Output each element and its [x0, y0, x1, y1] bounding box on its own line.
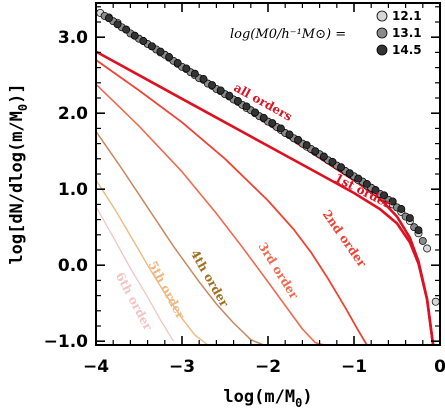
axis-ticks: −4 −3 −2 −1 0 −1.0 0.0 1.0 2.0 3.0 — [44, 3, 445, 377]
y-axis-label: log[dN/dlog(m/M0)] — [7, 83, 30, 264]
data-point-14.5 — [182, 64, 191, 73]
data-point-14.5 — [104, 14, 113, 23]
y-tick-label: −1.0 — [44, 332, 89, 352]
data-point-14.5 — [190, 69, 199, 78]
data-point-14.5 — [311, 147, 320, 156]
data-point-12.1 — [423, 244, 432, 253]
x-tick-label: −4 — [83, 357, 109, 377]
data-point-14.5 — [199, 75, 208, 83]
curve-label-1st-order: 1st order — [332, 171, 394, 212]
series-line-4th-order — [96, 130, 264, 345]
data-point-14.5 — [354, 174, 363, 183]
curve-label-4th-order: 4th order — [188, 247, 232, 310]
data-point-14.5 — [122, 25, 131, 34]
x-tick-label: −3 — [169, 357, 195, 377]
y-tick-label: 1.0 — [58, 180, 88, 200]
data-point-14.5 — [380, 191, 389, 200]
data-point-14.5 — [139, 37, 148, 45]
data-point-13.1 — [418, 236, 427, 245]
data-point-14.5 — [113, 20, 122, 29]
data-point-14.5 — [337, 163, 346, 172]
data-point-14.5 — [259, 113, 268, 122]
data-point-14.5 — [216, 86, 225, 95]
data-point-14.5 — [276, 124, 285, 133]
legend-label-12.1: 12.1 — [392, 9, 422, 23]
data-point-14.5 — [268, 119, 277, 128]
data-point-14.5 — [130, 31, 139, 40]
curve-label-5th-order: 5th order — [146, 259, 188, 322]
data-point-14.5 — [302, 141, 311, 150]
data-point-14.5 — [319, 152, 328, 161]
data-point-14.5 — [251, 108, 260, 117]
legend-label-14.5: 14.5 — [392, 43, 422, 57]
data-point-14.5 — [208, 81, 217, 90]
curve-label-2nd-order: 2nd order — [320, 207, 370, 270]
series-line-3rd-order — [96, 83, 325, 345]
legend: log(M0/h⁻¹M⊙) = 12.1 13.1 14.5 — [230, 9, 422, 57]
data-point-14.5 — [147, 42, 156, 51]
scatter-layer — [96, 8, 440, 306]
series-line-6th-order — [96, 206, 174, 342]
data-point-14.5 — [233, 97, 242, 105]
data-point-14.5 — [345, 169, 354, 178]
data-point-14.5 — [165, 53, 174, 61]
data-point-14.5 — [285, 130, 294, 139]
data-point-14.5 — [173, 59, 182, 67]
series-line-2nd-order — [96, 59, 368, 345]
data-point-14.5 — [328, 157, 337, 166]
series-line-5th-order — [96, 179, 209, 345]
data-point-14.5 — [242, 102, 251, 111]
legend-title: log(M0/h⁻¹M⊙) = — [230, 27, 346, 42]
data-point-14.5 — [414, 226, 423, 235]
legend-items: 12.1 13.1 14.5 — [376, 9, 422, 57]
data-point-14.5 — [371, 186, 380, 194]
curves-layer — [96, 9, 435, 345]
legend-marker-14.5 — [376, 44, 388, 56]
data-point-14.5 — [388, 197, 397, 206]
y-tick-label: 2.0 — [58, 104, 88, 124]
legend-marker-12.1 — [376, 10, 388, 22]
plot-frame — [95, 2, 441, 346]
legend-marker-13.1 — [376, 27, 388, 39]
curve-label-6th-order: 6th order — [113, 270, 155, 333]
curve-label-3rd-order: 3rd order — [255, 240, 301, 302]
data-point-12.1 — [431, 297, 440, 306]
data-point-14.5 — [405, 214, 414, 223]
y-tick-label: 0.0 — [58, 256, 88, 276]
legend-label-13.1: 13.1 — [392, 26, 422, 40]
y-tick-label: 3.0 — [58, 28, 88, 48]
data-point-14.5 — [156, 47, 165, 56]
data-point-14.5 — [294, 135, 303, 144]
data-point-14.5 — [225, 91, 234, 100]
x-tick-label: −2 — [255, 357, 281, 377]
x-tick-label: −1 — [341, 357, 367, 377]
x-axis-label: log(m/M0) — [223, 387, 312, 410]
x-tick-label: 0 — [434, 357, 445, 377]
data-point-14.5 — [397, 205, 406, 213]
data-point-14.5 — [362, 179, 371, 188]
